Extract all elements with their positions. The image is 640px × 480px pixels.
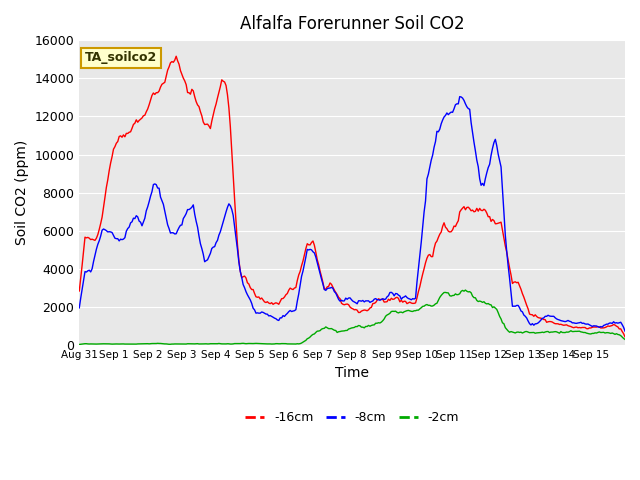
Y-axis label: Soil CO2 (ppm): Soil CO2 (ppm) <box>15 140 29 245</box>
Legend: -16cm, -8cm, -2cm: -16cm, -8cm, -2cm <box>240 407 464 430</box>
X-axis label: Time: Time <box>335 366 369 380</box>
Title: Alfalfa Forerunner Soil CO2: Alfalfa Forerunner Soil CO2 <box>240 15 465 33</box>
Text: TA_soilco2: TA_soilco2 <box>84 51 157 64</box>
